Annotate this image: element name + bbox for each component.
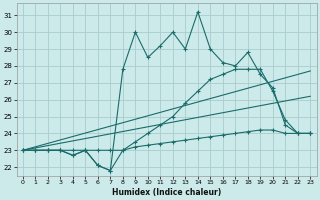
X-axis label: Humidex (Indice chaleur): Humidex (Indice chaleur) <box>112 188 221 197</box>
